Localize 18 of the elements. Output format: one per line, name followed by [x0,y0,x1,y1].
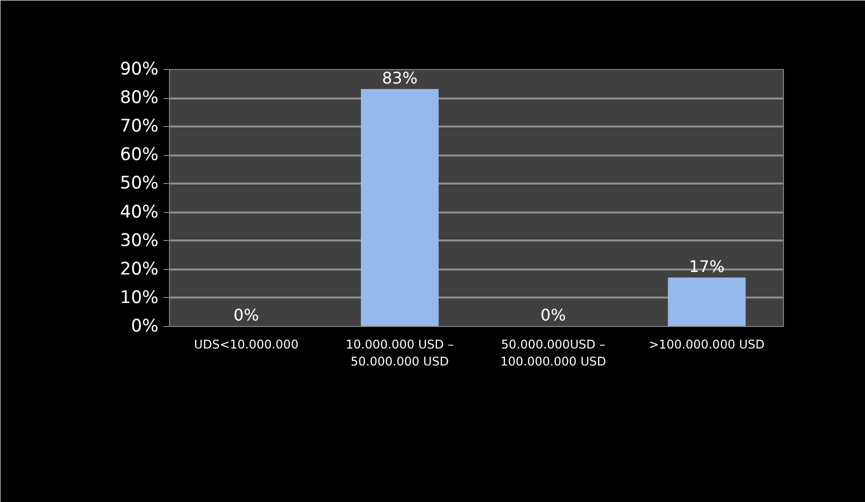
y-tick-label: 20% [120,259,158,280]
x-tick-label: >100.000.000 USD [648,338,765,352]
data-label: 0% [540,306,566,324]
x-tick-label: UDS<10.000.000 [194,338,298,352]
data-label: 0% [234,306,259,324]
x-tick-label: 50.000.000USD – 100.000.000 USD [500,338,606,368]
data-label: 17% [688,256,725,276]
y-tick-label: 80% [120,88,158,108]
y-tick-label: 40% [120,202,158,222]
y-tick-label: 90% [120,60,158,80]
y-tick-label: 10% [120,288,158,308]
data-label: 83% [382,68,418,88]
y-tick-label: 0% [131,316,159,336]
y-tick-label: 30% [120,230,158,251]
x-tick-label: 10.000.000 USD – 50.000.000 USD [346,338,454,368]
y-tick-label: 70% [120,116,158,137]
y-tick-label: 60% [120,145,158,166]
y-tick-label: 50% [120,174,158,194]
